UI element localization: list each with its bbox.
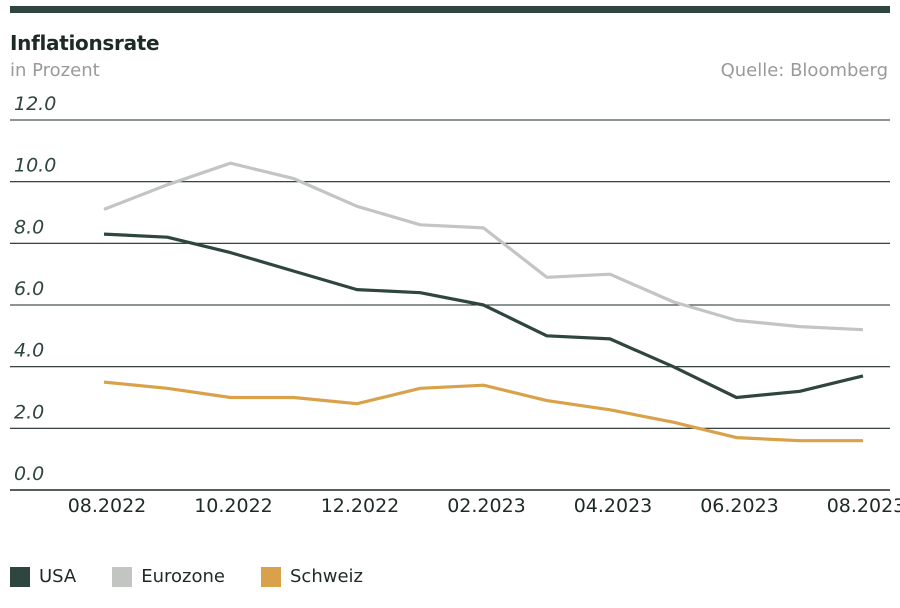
y-tick-label: 6.0 — [14, 278, 44, 300]
chart-title: Inflationsrate — [10, 31, 160, 55]
legend-swatch-usa — [10, 566, 30, 587]
series-lines — [103, 161, 864, 443]
x-tick-label: 12.2022 — [321, 495, 400, 517]
legend-item-schweiz: Schweiz — [261, 566, 363, 587]
legend-item-eurozone: Eurozone — [112, 566, 225, 587]
x-axis-ticks: 08.2022 10.2022 12.2022 02.2023 04.2023 06.20… — [68, 495, 900, 517]
chart-source: Quelle: Bloomberg — [720, 60, 888, 81]
y-axis-ticks: 0.0 2.0 4.0 6.0 8.0 10.0 12.0 — [14, 93, 56, 485]
grid-lines — [10, 119, 890, 491]
top-accent-bar — [10, 6, 890, 13]
y-tick-label: 10.0 — [14, 155, 56, 177]
legend-swatch-schweiz — [261, 566, 281, 587]
x-tick-label: 04.2023 — [574, 495, 653, 517]
x-tick-label: 06.2023 — [700, 495, 779, 517]
y-tick-label: 8.0 — [14, 216, 44, 238]
x-tick-label: 08.2022 — [68, 495, 147, 517]
y-tick-label: 2.0 — [14, 401, 44, 423]
legend-label-schweiz: Schweiz — [290, 566, 363, 587]
y-tick-label: 0.0 — [14, 463, 44, 485]
legend-item-usa: USA — [10, 566, 76, 587]
x-tick-label: 08.2023 — [827, 495, 900, 517]
legend-label-usa: USA — [39, 566, 77, 587]
x-tick-label: 10.2022 — [194, 495, 273, 517]
legend: USA Eurozone Schweiz — [10, 566, 399, 587]
chart-subtitle: in Prozent — [10, 60, 100, 81]
legend-swatch-eurozone — [112, 566, 133, 587]
series-line-eurozone — [103, 161, 864, 332]
series-line-schweiz — [103, 380, 863, 443]
legend-label-eurozone: Eurozone — [141, 566, 225, 587]
x-tick-label: 02.2023 — [447, 495, 526, 517]
y-tick-label: 12.0 — [14, 93, 56, 115]
y-tick-label: 4.0 — [14, 340, 44, 362]
series-line-usa — [103, 232, 864, 400]
